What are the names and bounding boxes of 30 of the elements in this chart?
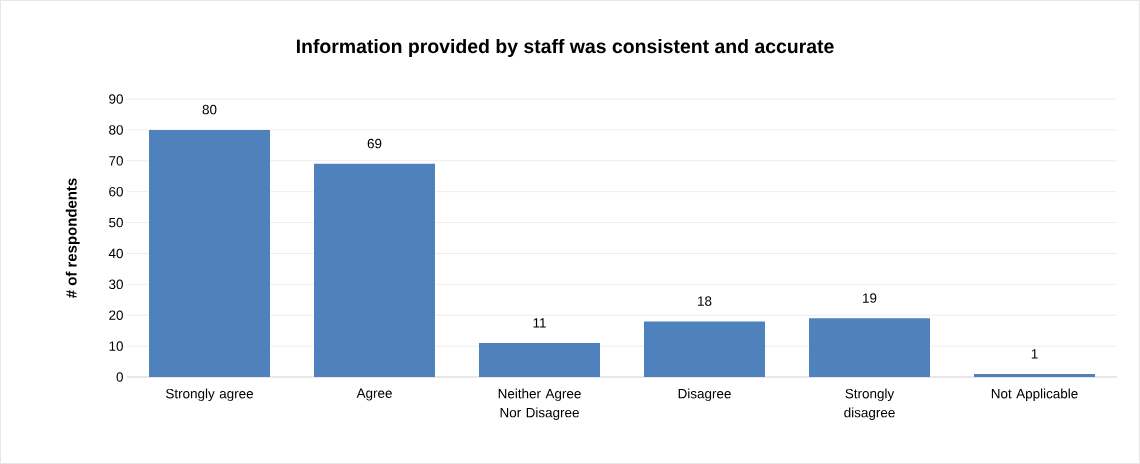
x-tick-label: Not Applicable [991,388,1078,402]
y-tick-label: 20 [109,310,123,320]
data-label: 11 [533,318,546,328]
x-tick-label: Strongly agree [166,388,254,402]
y-tick-label: 0 [116,372,123,382]
y-tick-label: 40 [108,248,123,259]
y-tick-label: 30 [109,279,123,290]
chart-title: Information provided by staff was consistent and accurate [296,38,834,58]
x-tick-label: Agree [356,388,392,401]
data-label: 69 [367,138,382,149]
data-label: 80 [202,104,217,115]
y-tick-label: 70 [109,156,123,166]
y-tick-label: 50 [109,217,123,228]
y-tick-label: 80 [109,125,123,135]
data-label: 19 [863,293,877,303]
y-tick-label: 90 [109,94,123,104]
y-tick-label: 10 [109,341,123,351]
x-tick-label: Disagree [678,388,731,402]
bar [314,163,435,377]
bar [809,318,930,377]
y-axis-title: # of respondents [65,178,80,298]
bar [644,321,765,377]
y-tick-label: 60 [109,186,123,197]
bar [479,343,600,377]
x-tick-label: Neither Agree Nor Disagree [498,388,581,420]
bar [974,373,1096,377]
bar [149,129,270,377]
data-label: 1 [1031,349,1038,359]
data-label: 18 [698,296,712,306]
x-tick-label: Strongly disagree [844,388,895,420]
